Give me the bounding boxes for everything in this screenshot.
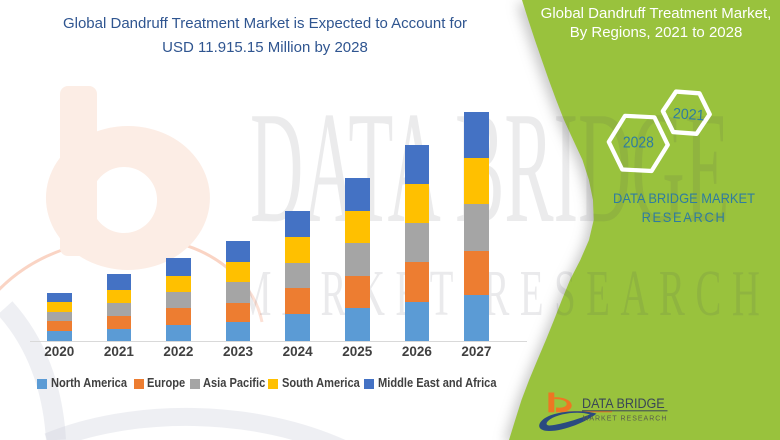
svg-text:DATA BRIDGE: DATA BRIDGE [582, 396, 665, 412]
svg-text:2021: 2021 [672, 105, 705, 124]
svg-text:2028: 2028 [623, 135, 654, 152]
svg-text:MARKET RESEARCH: MARKET RESEARCH [583, 415, 668, 422]
